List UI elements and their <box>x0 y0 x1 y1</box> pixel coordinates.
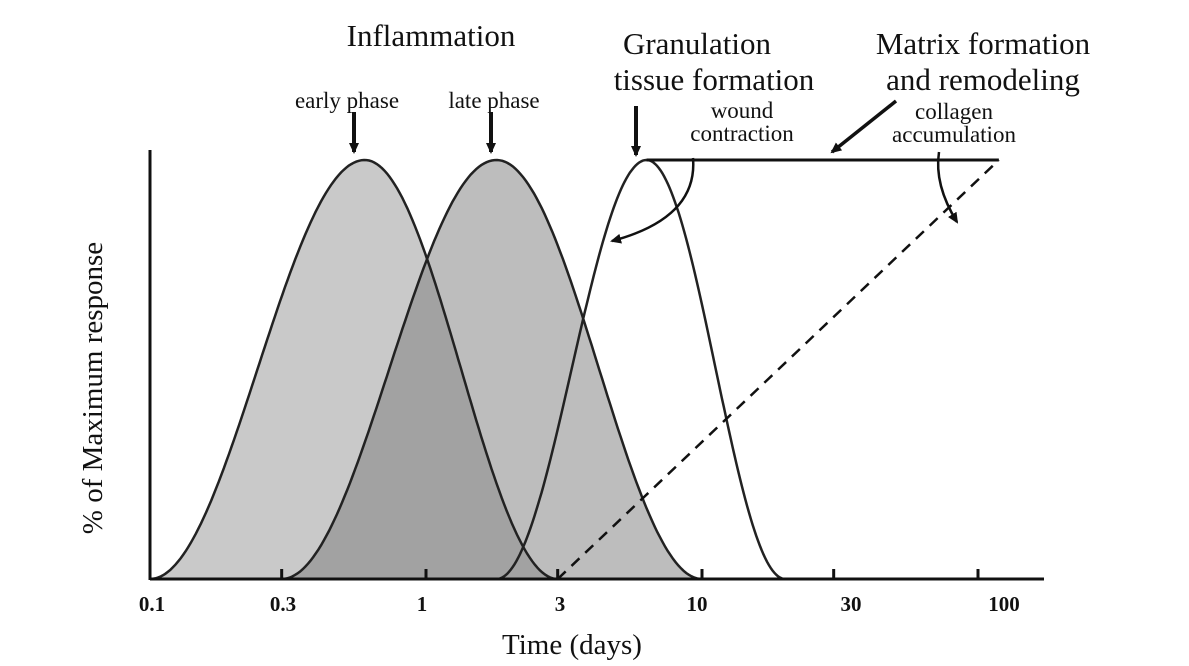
late-phase-curve <box>281 158 703 581</box>
tick-label-0.1: 0.1 <box>139 592 165 616</box>
tick-label-1: 1 <box>417 592 428 616</box>
collagen-arrow <box>936 151 959 224</box>
granulation-heading-line1: Granulation <box>623 26 772 61</box>
wound-label-line1: wound <box>711 98 774 123</box>
granulation-heading-line2: tissue formation <box>614 62 815 97</box>
granulation-curve <box>496 158 786 581</box>
collagen-label-line2: accumulation <box>892 122 1016 147</box>
x-axis-title: Time (days) <box>502 629 642 661</box>
early-phase-curve <box>149 158 558 581</box>
phase-overlap-fill <box>281 260 558 579</box>
curves-layer <box>149 158 1000 581</box>
tick-label-0.3: 0.3 <box>270 592 296 616</box>
inflammation-heading: Inflammation <box>347 18 516 53</box>
collagen-label-line1: collagen <box>915 99 993 124</box>
tick-label-30: 30 <box>841 592 862 616</box>
tick-label-100: 100 <box>988 592 1020 616</box>
collagen-dashed-line <box>556 159 1000 580</box>
matrix-heading-line1: Matrix formation <box>876 26 1091 61</box>
tick-label-3: 3 <box>555 592 566 616</box>
tick-label-10: 10 <box>687 592 708 616</box>
y-axis-title: % of Maximum response <box>77 242 109 534</box>
wound-contraction-arrow <box>610 157 695 244</box>
late-phase-label: late phase <box>448 88 539 113</box>
matrix-arrow <box>830 99 898 154</box>
wound-label-line2: contraction <box>690 121 794 146</box>
matrix-heading-line2: and remodeling <box>886 62 1080 97</box>
early-phase-label: early phase <box>295 88 399 113</box>
x-ticks <box>148 569 980 579</box>
